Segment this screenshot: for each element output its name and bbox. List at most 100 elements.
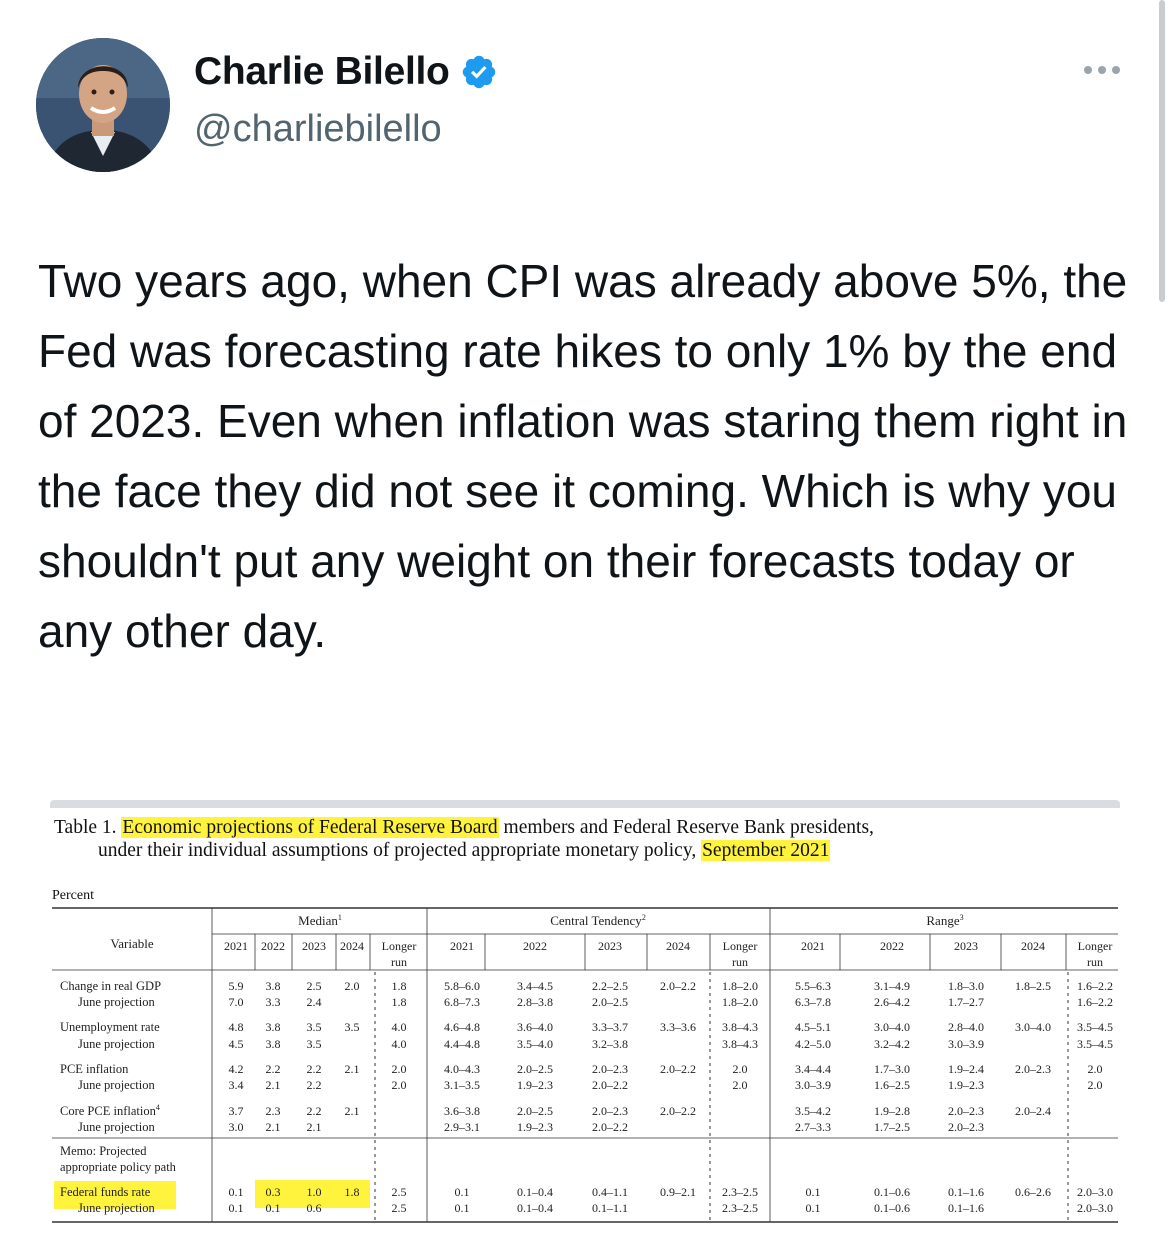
table-subtitle-highlight: September 2021	[701, 840, 831, 861]
year-header-sub-2-4: run	[1087, 955, 1103, 969]
ffr-cell-1-range-1: 0.1–0.6	[874, 1201, 910, 1215]
ffr-cell-1-central-4: 2.3–2.5	[722, 1201, 758, 1215]
avatar-photo	[36, 38, 170, 172]
cell-4-range-4: 2.0	[1088, 1062, 1103, 1076]
author-avatar[interactable]	[36, 38, 170, 172]
cell-6-range-3: 2.0–2.4	[1015, 1104, 1051, 1118]
cell-1-central-1: 2.8–3.8	[517, 995, 553, 1009]
scrollbar[interactable]	[1159, 0, 1165, 302]
row-label-1: June projection	[78, 995, 155, 1009]
year-header-0-3: 2024	[340, 939, 364, 953]
cell-2-range-1: 3.0–4.0	[874, 1020, 910, 1034]
cell-2-range-4: 3.5–4.5	[1077, 1020, 1113, 1034]
cell-6-range-1: 1.9–2.8	[874, 1104, 910, 1118]
year-header-sub-0-4: run	[391, 955, 407, 969]
cell-6-median-2: 2.2	[307, 1104, 322, 1118]
variable-header: Variable	[110, 936, 154, 951]
cell-4-central-2: 2.0–2.3	[592, 1062, 628, 1076]
group-header-1: Central Tendency2	[550, 913, 646, 928]
cell-0-central-2: 2.2–2.5	[592, 979, 628, 993]
cell-0-range-4: 1.6–2.2	[1077, 979, 1113, 993]
row-label-3: June projection	[78, 1037, 155, 1051]
cell-2-central-4: 3.8–4.3	[722, 1020, 758, 1034]
cell-3-median-2: 3.5	[307, 1037, 322, 1051]
author-name[interactable]: Charlie Bilello	[194, 50, 450, 93]
cell-4-range-1: 1.7–3.0	[874, 1062, 910, 1076]
cell-0-range-3: 1.8–2.5	[1015, 979, 1051, 993]
year-header-1-4: Longer	[723, 939, 758, 953]
ffr-row-label-1: June projection	[78, 1201, 155, 1215]
year-header-1-1: 2022	[523, 939, 547, 953]
cell-7-median-0: 3.0	[229, 1120, 244, 1134]
cell-3-central-4: 3.8–4.3	[722, 1037, 758, 1051]
cell-1-median-2: 2.4	[307, 995, 322, 1009]
table-title-highlight: Economic projections of Federal Reserve …	[121, 817, 499, 838]
cell-3-median-4: 4.0	[392, 1037, 407, 1051]
year-header-0-0: 2021	[224, 939, 248, 953]
cell-4-central-0: 4.0–4.3	[444, 1062, 480, 1076]
ffr-cell-0-central-2: 0.4–1.1	[592, 1185, 628, 1199]
cell-0-range-2: 1.8–3.0	[948, 979, 984, 993]
ffr-cell-0-central-0: 0.1	[455, 1185, 470, 1199]
cell-1-median-1: 3.3	[266, 995, 281, 1009]
memo-line-0: Memo: Projected	[60, 1144, 147, 1158]
cell-2-median-4: 4.0	[392, 1020, 407, 1034]
table-subtitle: under their individual assumptions of pr…	[98, 840, 831, 862]
ffr-cell-1-range-2: 0.1–1.6	[948, 1201, 984, 1215]
cell-0-range-1: 3.1–4.9	[874, 979, 910, 993]
cell-4-median-4: 2.0	[392, 1062, 407, 1076]
cell-3-median-1: 3.8	[266, 1037, 281, 1051]
cell-6-central-2: 2.0–2.3	[592, 1104, 628, 1118]
year-header-sub-1-4: run	[732, 955, 748, 969]
cell-2-central-1: 3.6–4.0	[517, 1020, 553, 1034]
year-header-2-3: 2024	[1021, 939, 1045, 953]
author-row: Charlie Bilello	[194, 50, 498, 94]
cell-0-median-3: 2.0	[345, 979, 360, 993]
cell-5-range-1: 1.6–2.5	[874, 1078, 910, 1092]
attached-table-image[interactable]: Table 1. Economic projections of Federal…	[50, 800, 1120, 1230]
ffr-cell-0-median-0: 0.1	[229, 1185, 244, 1199]
ffr-cell-1-median-2: 0.6	[307, 1201, 322, 1215]
cell-0-median-2: 2.5	[307, 979, 322, 993]
ffr-cell-0-range-3: 0.6–2.6	[1015, 1185, 1051, 1199]
cell-2-range-3: 3.0–4.0	[1015, 1020, 1051, 1034]
cell-5-median-2: 2.2	[307, 1078, 322, 1092]
cell-6-range-2: 2.0–2.3	[948, 1104, 984, 1118]
cell-7-central-0: 2.9–3.1	[444, 1120, 480, 1134]
ffr-cell-0-central-1: 0.1–0.4	[517, 1185, 553, 1199]
image-top-edge	[50, 800, 1120, 808]
row-label-4: PCE inflation	[60, 1062, 129, 1076]
cell-4-range-2: 1.9–2.4	[948, 1062, 984, 1076]
cell-1-range-2: 1.7–2.7	[948, 995, 984, 1009]
cell-2-median-1: 3.8	[266, 1020, 281, 1034]
cell-6-median-0: 3.7	[229, 1104, 244, 1118]
row-label-6: Core PCE inflation4	[60, 1103, 160, 1118]
ffr-cell-0-range-2: 0.1–1.6	[948, 1185, 984, 1199]
row-label-5: June projection	[78, 1078, 155, 1092]
cell-2-central-2: 3.3–3.7	[592, 1020, 628, 1034]
author-handle[interactable]: @charliebilello	[194, 108, 442, 150]
cell-3-median-0: 4.5	[229, 1037, 244, 1051]
cell-6-median-3: 2.1	[345, 1104, 360, 1118]
ffr-cell-0-median-1: 0.3	[266, 1185, 281, 1199]
cell-4-range-3: 2.0–2.3	[1015, 1062, 1051, 1076]
cell-7-central-2: 2.0–2.2	[592, 1120, 628, 1134]
cell-2-median-0: 4.8	[229, 1020, 244, 1034]
cell-1-central-4: 1.8–2.0	[722, 995, 758, 1009]
ffr-cell-0-median-3: 1.8	[345, 1185, 360, 1199]
cell-7-central-1: 1.9–2.3	[517, 1120, 553, 1134]
cell-5-range-0: 3.0–3.9	[795, 1078, 831, 1092]
cell-5-median-4: 2.0	[392, 1078, 407, 1092]
cell-4-median-1: 2.2	[266, 1062, 281, 1076]
memo-line-1: appropriate policy path	[60, 1160, 177, 1174]
cell-5-central-4: 2.0	[733, 1078, 748, 1092]
cell-1-median-4: 1.8	[392, 995, 407, 1009]
row-label-7: June projection	[78, 1120, 155, 1134]
ffr-cell-1-median-4: 2.5	[392, 1201, 407, 1215]
year-header-2-0: 2021	[801, 939, 825, 953]
cell-4-median-0: 4.2	[229, 1062, 244, 1076]
cell-4-median-2: 2.2	[307, 1062, 322, 1076]
more-options-icon[interactable]	[1084, 66, 1120, 74]
cell-2-median-3: 3.5	[345, 1020, 360, 1034]
cell-0-median-4: 1.8	[392, 979, 407, 993]
